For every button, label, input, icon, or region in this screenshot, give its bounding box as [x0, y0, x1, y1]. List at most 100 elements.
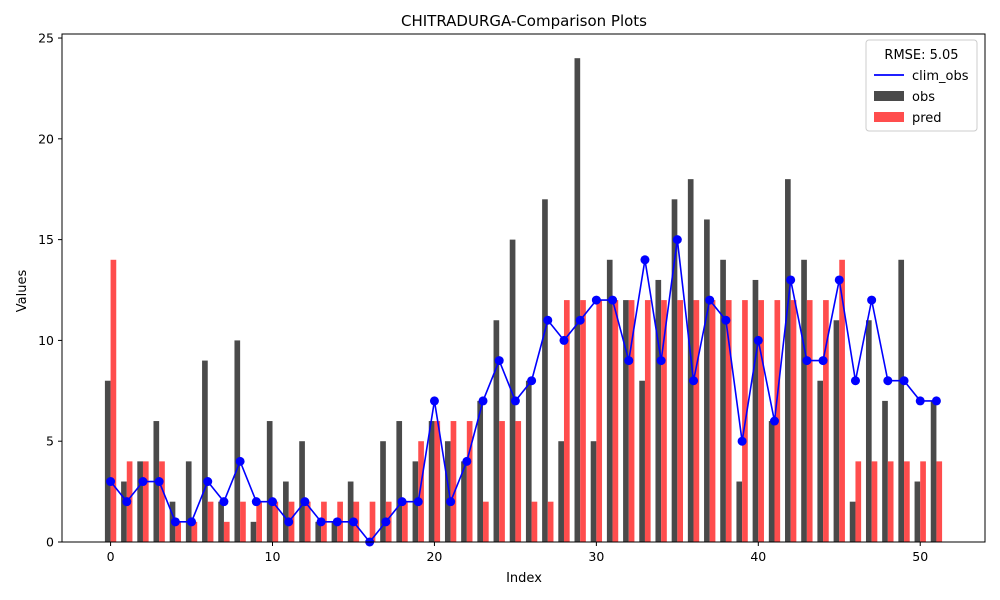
bar-pred-35 — [677, 300, 683, 542]
bar-obs-42 — [785, 179, 791, 542]
point-clim-obs-33 — [640, 255, 650, 265]
point-clim-obs-17 — [381, 517, 391, 527]
bar-obs-50 — [914, 481, 921, 542]
bar-obs-45 — [833, 320, 840, 542]
bar-pred-40 — [758, 300, 764, 542]
point-clim-obs-48 — [883, 376, 893, 386]
bar-pred-28 — [563, 300, 570, 542]
bar-pred-4 — [175, 521, 182, 542]
bar-pred-3 — [159, 461, 165, 542]
point-clim-obs-36 — [689, 376, 699, 386]
point-clim-obs-23 — [478, 396, 488, 406]
legend-title: RMSE: 5.05 — [884, 48, 958, 63]
bar-pred-45 — [839, 259, 845, 542]
line-layer — [106, 235, 941, 547]
point-clim-obs-35 — [672, 235, 682, 245]
legend-label-pred: pred — [912, 111, 942, 126]
bar-obs-18 — [396, 421, 403, 542]
bar-pred-51 — [936, 461, 943, 542]
bar-pred-12 — [304, 501, 311, 542]
point-clim-obs-13 — [316, 517, 326, 527]
bar-pred-26 — [531, 501, 538, 542]
bar-obs-17 — [380, 441, 386, 542]
y-axis-label: Values — [15, 270, 30, 313]
bar-pred-33 — [644, 300, 651, 542]
bar-pred-44 — [823, 300, 829, 542]
point-clim-obs-15 — [348, 517, 358, 527]
bar-pred-2 — [142, 461, 149, 542]
x-tick-label-10: 10 — [265, 549, 281, 564]
bar-obs-12 — [299, 441, 305, 542]
point-clim-obs-22 — [462, 456, 472, 466]
bar-obs-2 — [137, 461, 143, 542]
bar-pred-42 — [790, 300, 797, 542]
point-clim-obs-27 — [543, 315, 553, 325]
bar-pred-7 — [223, 521, 230, 542]
legend: RMSE: 5.05 clim_obs obs pred — [865, 39, 978, 132]
point-clim-obs-9 — [251, 497, 261, 507]
point-clim-obs-41 — [769, 416, 779, 426]
point-clim-obs-5 — [187, 517, 197, 527]
bar-obs-48 — [882, 400, 888, 542]
bar-obs-44 — [817, 380, 824, 542]
legend-label-obs: obs — [912, 90, 935, 105]
point-clim-obs-1 — [122, 497, 132, 507]
point-clim-obs-7 — [219, 497, 229, 507]
point-clim-obs-49 — [899, 376, 909, 386]
point-clim-obs-34 — [656, 356, 666, 366]
bar-obs-49 — [898, 259, 905, 542]
point-clim-obs-51 — [931, 396, 941, 406]
point-clim-obs-0 — [106, 477, 116, 487]
point-clim-obs-29 — [575, 315, 585, 325]
legend-label-clim-obs: clim_obs — [912, 69, 969, 84]
point-clim-obs-44 — [818, 356, 828, 366]
bar-pred-46 — [855, 461, 862, 542]
y-tick-label-10: 10 — [38, 333, 54, 348]
bar-pred-16 — [369, 501, 376, 542]
point-clim-obs-43 — [802, 356, 812, 366]
bar-obs-10 — [266, 421, 273, 542]
point-clim-obs-40 — [753, 335, 763, 345]
bar-obs-34 — [655, 279, 662, 542]
bar-pred-18 — [402, 501, 408, 542]
bar-pred-23 — [483, 501, 489, 542]
y-tick-label-25: 25 — [38, 31, 54, 46]
point-clim-obs-14 — [332, 517, 342, 527]
bar-obs-25 — [509, 239, 516, 542]
bar-pred-21 — [450, 421, 457, 542]
bar-pred-47 — [871, 461, 878, 542]
point-clim-obs-47 — [867, 295, 877, 305]
point-clim-obs-26 — [527, 376, 537, 386]
point-clim-obs-10 — [268, 497, 278, 507]
point-clim-obs-20 — [429, 396, 439, 406]
point-clim-obs-38 — [721, 315, 731, 325]
point-clim-obs-3 — [154, 477, 164, 487]
bar-obs-6 — [202, 360, 208, 542]
bar-obs-40 — [752, 279, 759, 542]
bar-pred-22 — [466, 421, 473, 542]
point-clim-obs-28 — [559, 335, 569, 345]
bar-pred-9 — [256, 501, 262, 542]
point-clim-obs-31 — [608, 295, 618, 305]
bar-obs-51 — [930, 400, 937, 542]
bar-pred-31 — [612, 300, 619, 542]
bar-pred-10 — [272, 501, 279, 542]
bar-pred-48 — [887, 461, 894, 542]
bar-pred-50 — [920, 461, 926, 542]
bar-obs-31 — [606, 259, 613, 542]
x-tick-label-0: 0 — [107, 549, 115, 564]
point-clim-obs-42 — [786, 275, 796, 285]
point-clim-obs-24 — [494, 356, 504, 366]
bar-obs-30 — [590, 441, 597, 542]
bar-pred-29 — [580, 300, 586, 542]
legend-swatch-pred — [874, 112, 904, 122]
bar-obs-41 — [768, 421, 775, 542]
bar-pred-32 — [628, 300, 635, 542]
x-tick-label-20: 20 — [426, 549, 442, 564]
y-tick-label-20: 20 — [38, 131, 54, 146]
bar-obs-21 — [444, 441, 451, 542]
bar-pred-19 — [418, 441, 424, 542]
bar-pred-43 — [806, 300, 813, 542]
point-clim-obs-2 — [138, 477, 148, 487]
